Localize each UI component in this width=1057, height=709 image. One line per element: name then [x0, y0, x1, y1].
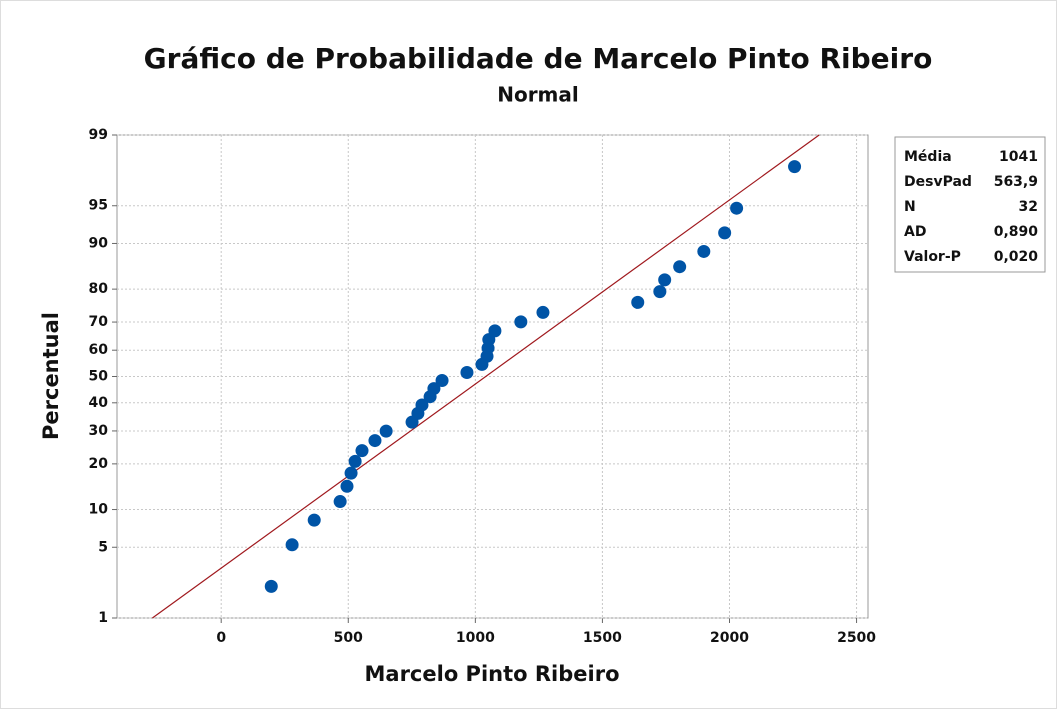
y-tick-label: 30	[89, 423, 109, 439]
y-tick-label: 80	[89, 281, 109, 297]
y-tick-label: 1	[98, 610, 108, 626]
data-point	[658, 273, 672, 287]
x-tick-label: 500	[334, 630, 363, 646]
y-tick-label: 90	[89, 235, 109, 251]
x-tick-label: 0	[216, 630, 226, 646]
y-axis-label: Percentual	[39, 312, 63, 440]
stats-box	[894, 136, 1046, 273]
data-point	[631, 295, 645, 309]
stats-name: AD	[904, 224, 926, 240]
stats-name: DesvPad	[904, 174, 972, 190]
y-tick-label: 40	[89, 395, 109, 411]
data-point	[264, 579, 278, 593]
x-axis-label: Marcelo Pinto Ribeiro	[365, 662, 620, 686]
stats-name: Média	[904, 149, 952, 165]
stats-value: 0,890	[994, 224, 1039, 240]
data-point	[344, 466, 358, 480]
stats-value: 32	[1019, 199, 1038, 215]
stats-value: 0,020	[994, 249, 1039, 265]
y-tick-label: 99	[89, 127, 108, 143]
data-point	[536, 305, 550, 319]
stats-name: N	[904, 199, 916, 215]
stats-value: 1041	[999, 149, 1038, 165]
data-point	[340, 479, 354, 493]
data-point	[514, 315, 528, 329]
data-point	[415, 398, 429, 412]
y-tick-label: 20	[89, 456, 109, 472]
y-tick-label: 60	[89, 342, 109, 358]
fit-line	[152, 134, 820, 619]
data-point	[285, 538, 299, 552]
data-point	[730, 201, 744, 215]
y-tick-label: 95	[89, 198, 108, 214]
data-point	[307, 513, 321, 527]
data-point	[368, 434, 382, 448]
data-point	[788, 160, 802, 174]
data-point	[355, 444, 369, 458]
x-tick-label: 2500	[837, 630, 876, 646]
stats-name: Valor-P	[904, 249, 961, 265]
x-tick-label: 2000	[710, 630, 749, 646]
data-point	[653, 285, 667, 299]
data-point	[673, 260, 687, 274]
x-tick-label: 1000	[456, 630, 495, 646]
data-point	[697, 244, 711, 258]
y-tick-label: 50	[89, 369, 109, 385]
chart-subtitle: Normal	[497, 83, 579, 107]
data-point	[379, 424, 393, 438]
y-tick-label: 10	[89, 502, 109, 518]
data-point	[435, 374, 449, 388]
data-point	[460, 365, 474, 379]
y-tick-label: 70	[89, 314, 109, 330]
data-point	[488, 324, 502, 338]
data-point	[333, 495, 347, 509]
data-point	[348, 454, 362, 468]
chart-title: Gráfico de Probabilidade de Marcelo Pint…	[144, 42, 933, 75]
data-point	[427, 382, 441, 396]
stats-value: 563,9	[994, 174, 1038, 190]
y-tick-label: 5	[98, 539, 108, 555]
x-tick-label: 1500	[583, 630, 622, 646]
data-point	[718, 226, 732, 240]
